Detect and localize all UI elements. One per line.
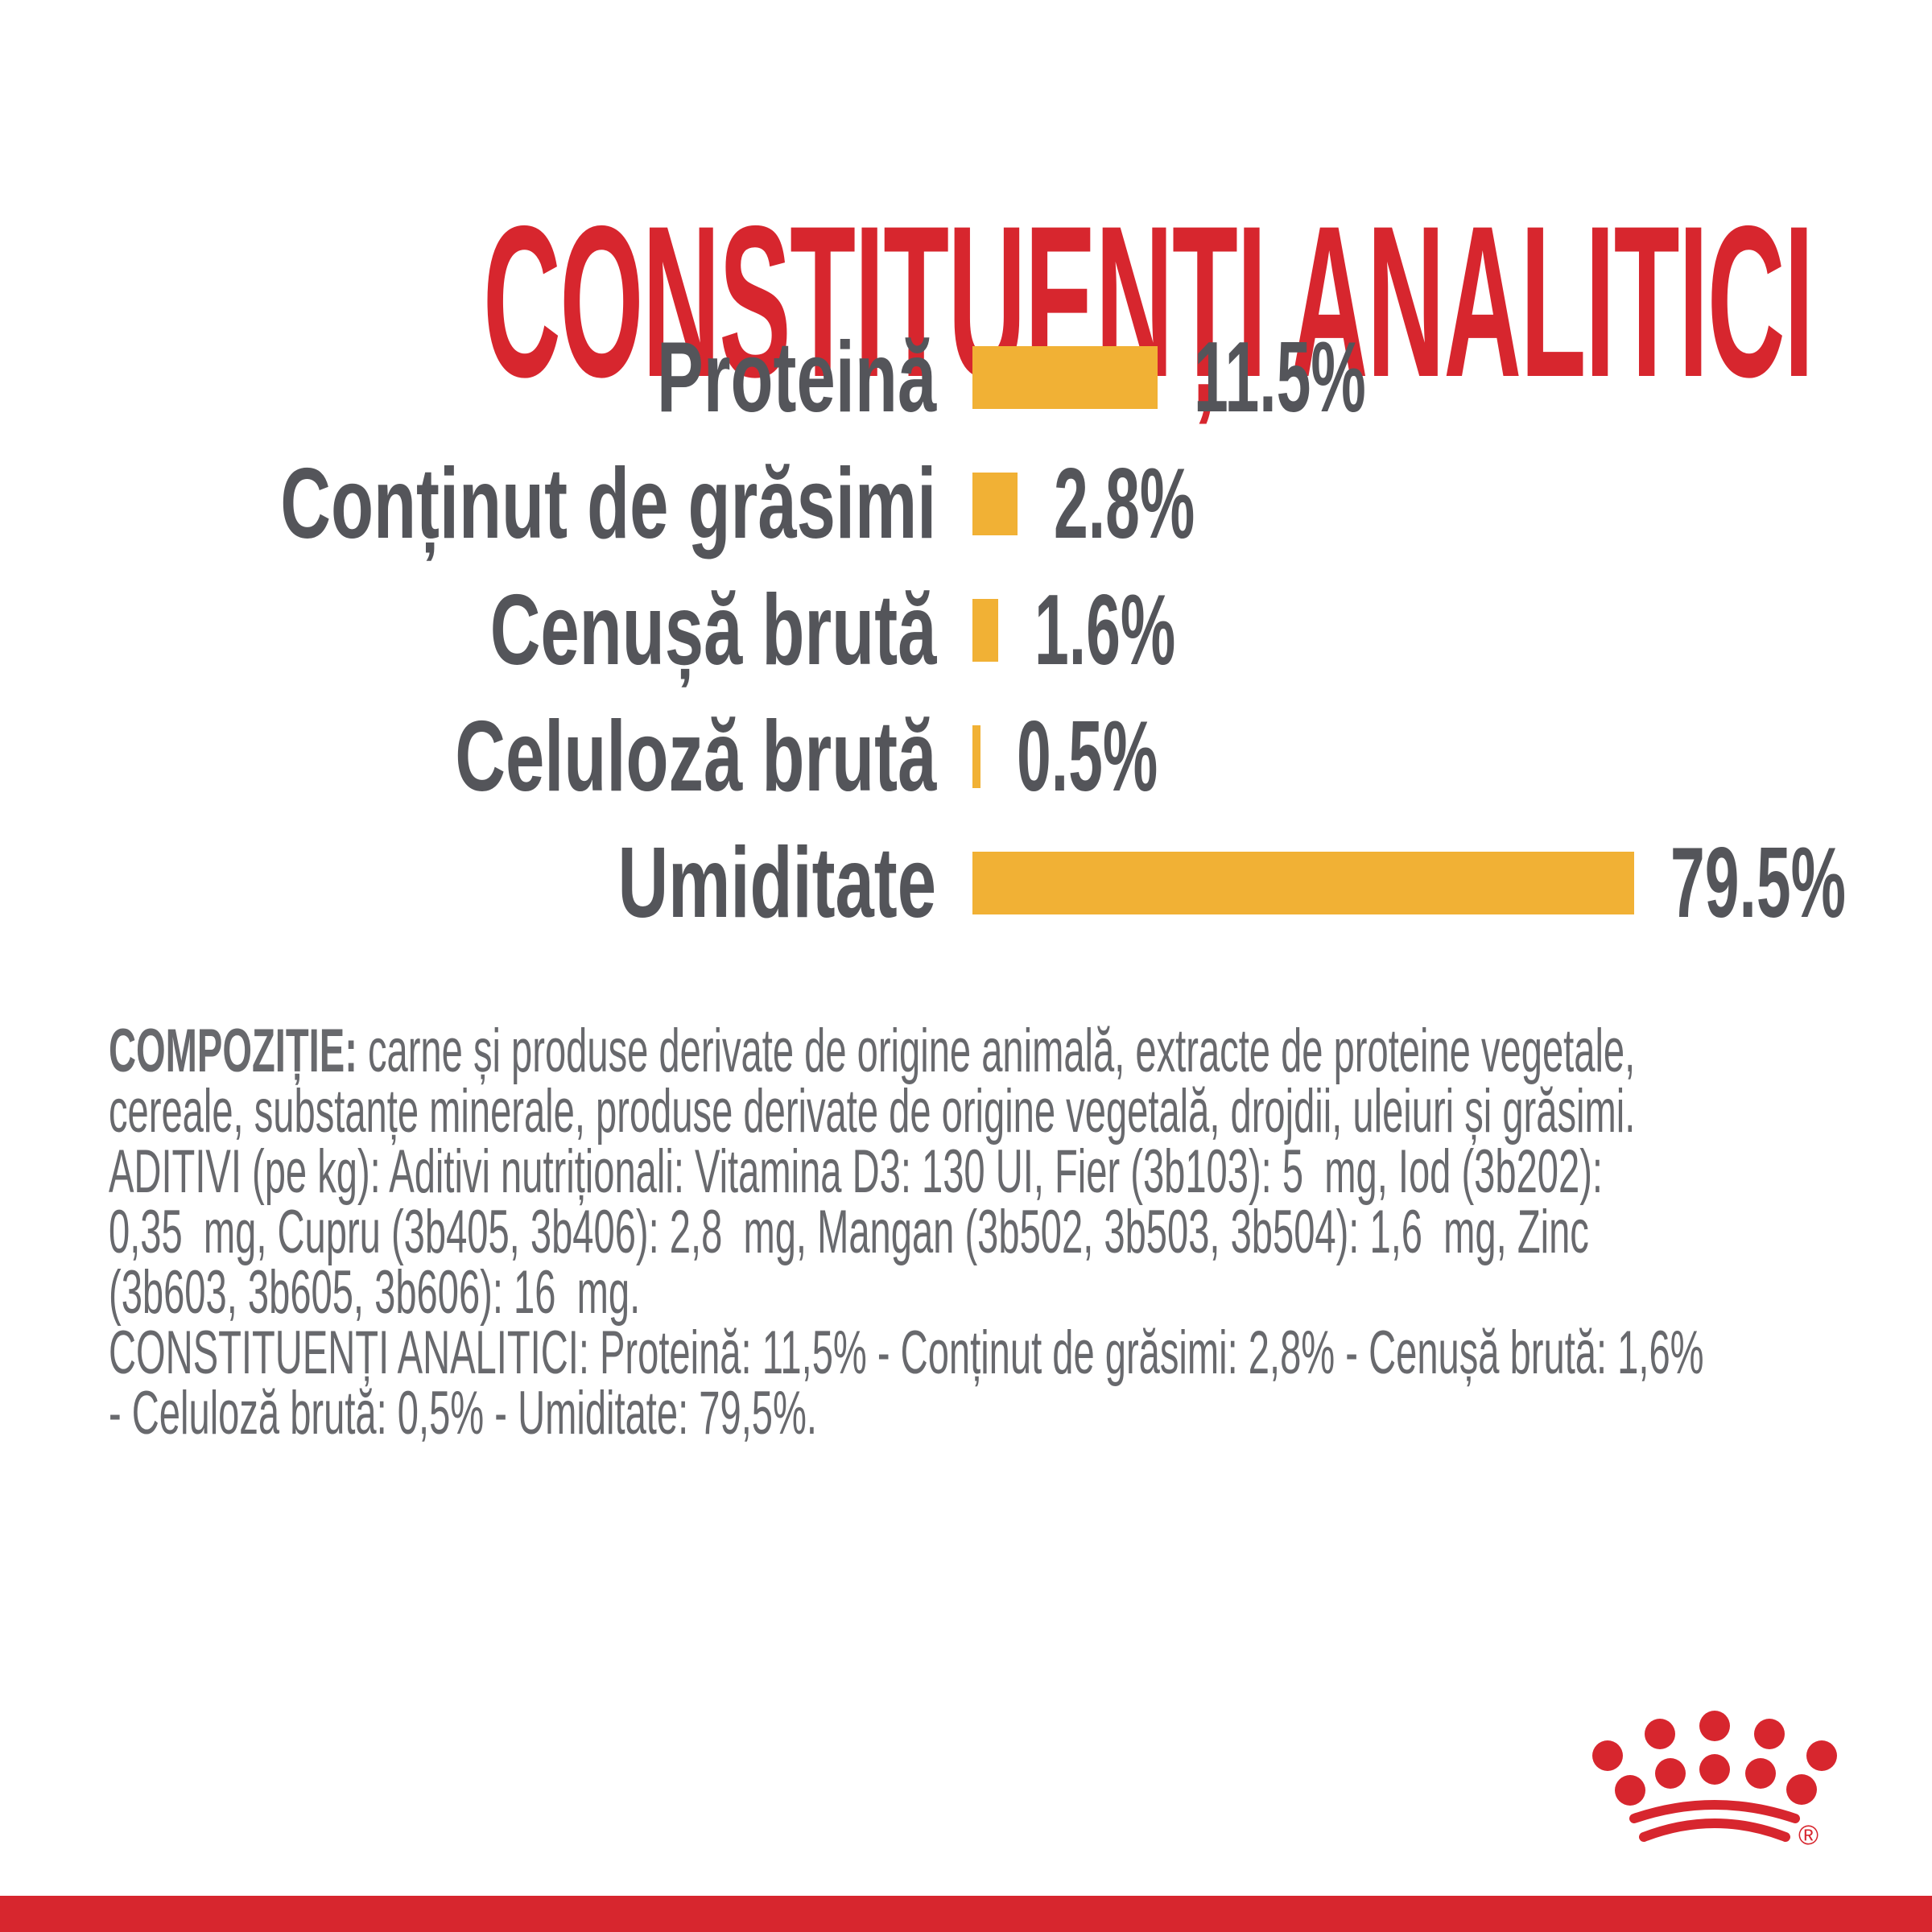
composition-text-line: COMPOZIȚIE: carne și produse derivate de… [109,1021,1704,1082]
chart-row: Umiditate 79.5% [0,828,1932,939]
composition-text-line: 0,35 mg, Cupru (3b405, 3b406): 2,8 mg, M… [109,1202,1704,1263]
bar-label-text: Conținut de grăsimi [280,448,936,559]
chart-row: Proteină 11.5% [0,322,1932,433]
crown-arcs [1629,1800,1800,1842]
bar [972,599,998,662]
chart-row: Cenușă brută 1.6% [0,575,1932,686]
bottom-red-band [0,1896,1932,1932]
royal-canin-crown-logo: ® [1592,1711,1837,1851]
registered-mark: ® [1798,1820,1818,1851]
bar [972,852,1634,914]
analytical-constituents-chart: Proteină 11.5% Conținut de grăsimi 2.8% Cenu… [0,322,1932,978]
bar-value: 0.5% [1017,700,1245,814]
composition-text-line: (3b603, 3b605, 3b606): 16 mg. [109,1262,1704,1323]
bar [972,473,1018,535]
chart-row: Celuloză brută 0.5% [0,701,1932,812]
composition-line-text: - Celuloză brută: 0,5% - Umiditate: 79,5… [109,1379,817,1447]
bar-label: Proteină [0,320,972,435]
bar-value: 1.6% [1034,573,1262,687]
bar-value-text: 11.5% [1194,322,1366,433]
bar-value-text: 1.6% [1034,575,1176,686]
bar-label-text: Umiditate [617,828,936,939]
bar-label: Celuloză brută [0,700,972,814]
composition-text-line: CONSTITUENȚI ANALITICI: Proteină: 11,5% … [109,1323,1704,1384]
bar-value-text: 2.8% [1054,448,1195,559]
bar-value-text: 79.5% [1670,828,1846,939]
bar [972,346,1158,409]
composition-line-text: (3b603, 3b605, 3b606): 16 mg. [109,1258,641,1327]
bar-label: Conținut de grăsimi [0,447,972,561]
composition-text-line: ADITIVI (pe kg): Aditivi nutriționali: V… [109,1141,1704,1203]
bar-value-text: 0.5% [1017,701,1158,812]
chart-row: Conținut de grăsimi 2.8% [0,448,1932,559]
crown-dots [1592,1711,1837,1806]
bar-label: Umiditate [0,826,972,940]
bar-value: 79.5% [1670,826,1932,940]
composition-line-text: cereale, substanțe minerale, produse der… [109,1077,1636,1146]
bar [972,725,980,788]
composition-text-line: - Celuloză brută: 0,5% - Umiditate: 79,5… [109,1383,1704,1444]
composition-line-text: 0,35 mg, Cupru (3b405, 3b406): 2,8 mg, M… [109,1198,1589,1266]
composition-line-text: carne și produse derivate de origine ani… [357,1017,1636,1085]
bar-value: 11.5% [1194,320,1472,435]
composition-line-text: ADITIVI (pe kg): Aditivi nutriționali: V… [109,1137,1603,1206]
bar-label: Cenușă brută [0,573,972,687]
bar-label-text: Celuloză brută [454,701,936,812]
composition-text: COMPOZIȚIE: carne și produse derivate de… [109,1021,1932,1444]
composition-text-line: cereale, substanțe minerale, produse der… [109,1081,1704,1142]
bar-value: 2.8% [1054,447,1282,561]
bar-label-text: Cenușă brută [489,575,936,686]
composition-bold-label: COMPOZIȚIE: [109,1017,357,1085]
bar-label-text: Proteină [656,322,936,433]
composition-line-text: CONSTITUENȚI ANALITICI: Proteină: 11,5% … [109,1319,1704,1387]
